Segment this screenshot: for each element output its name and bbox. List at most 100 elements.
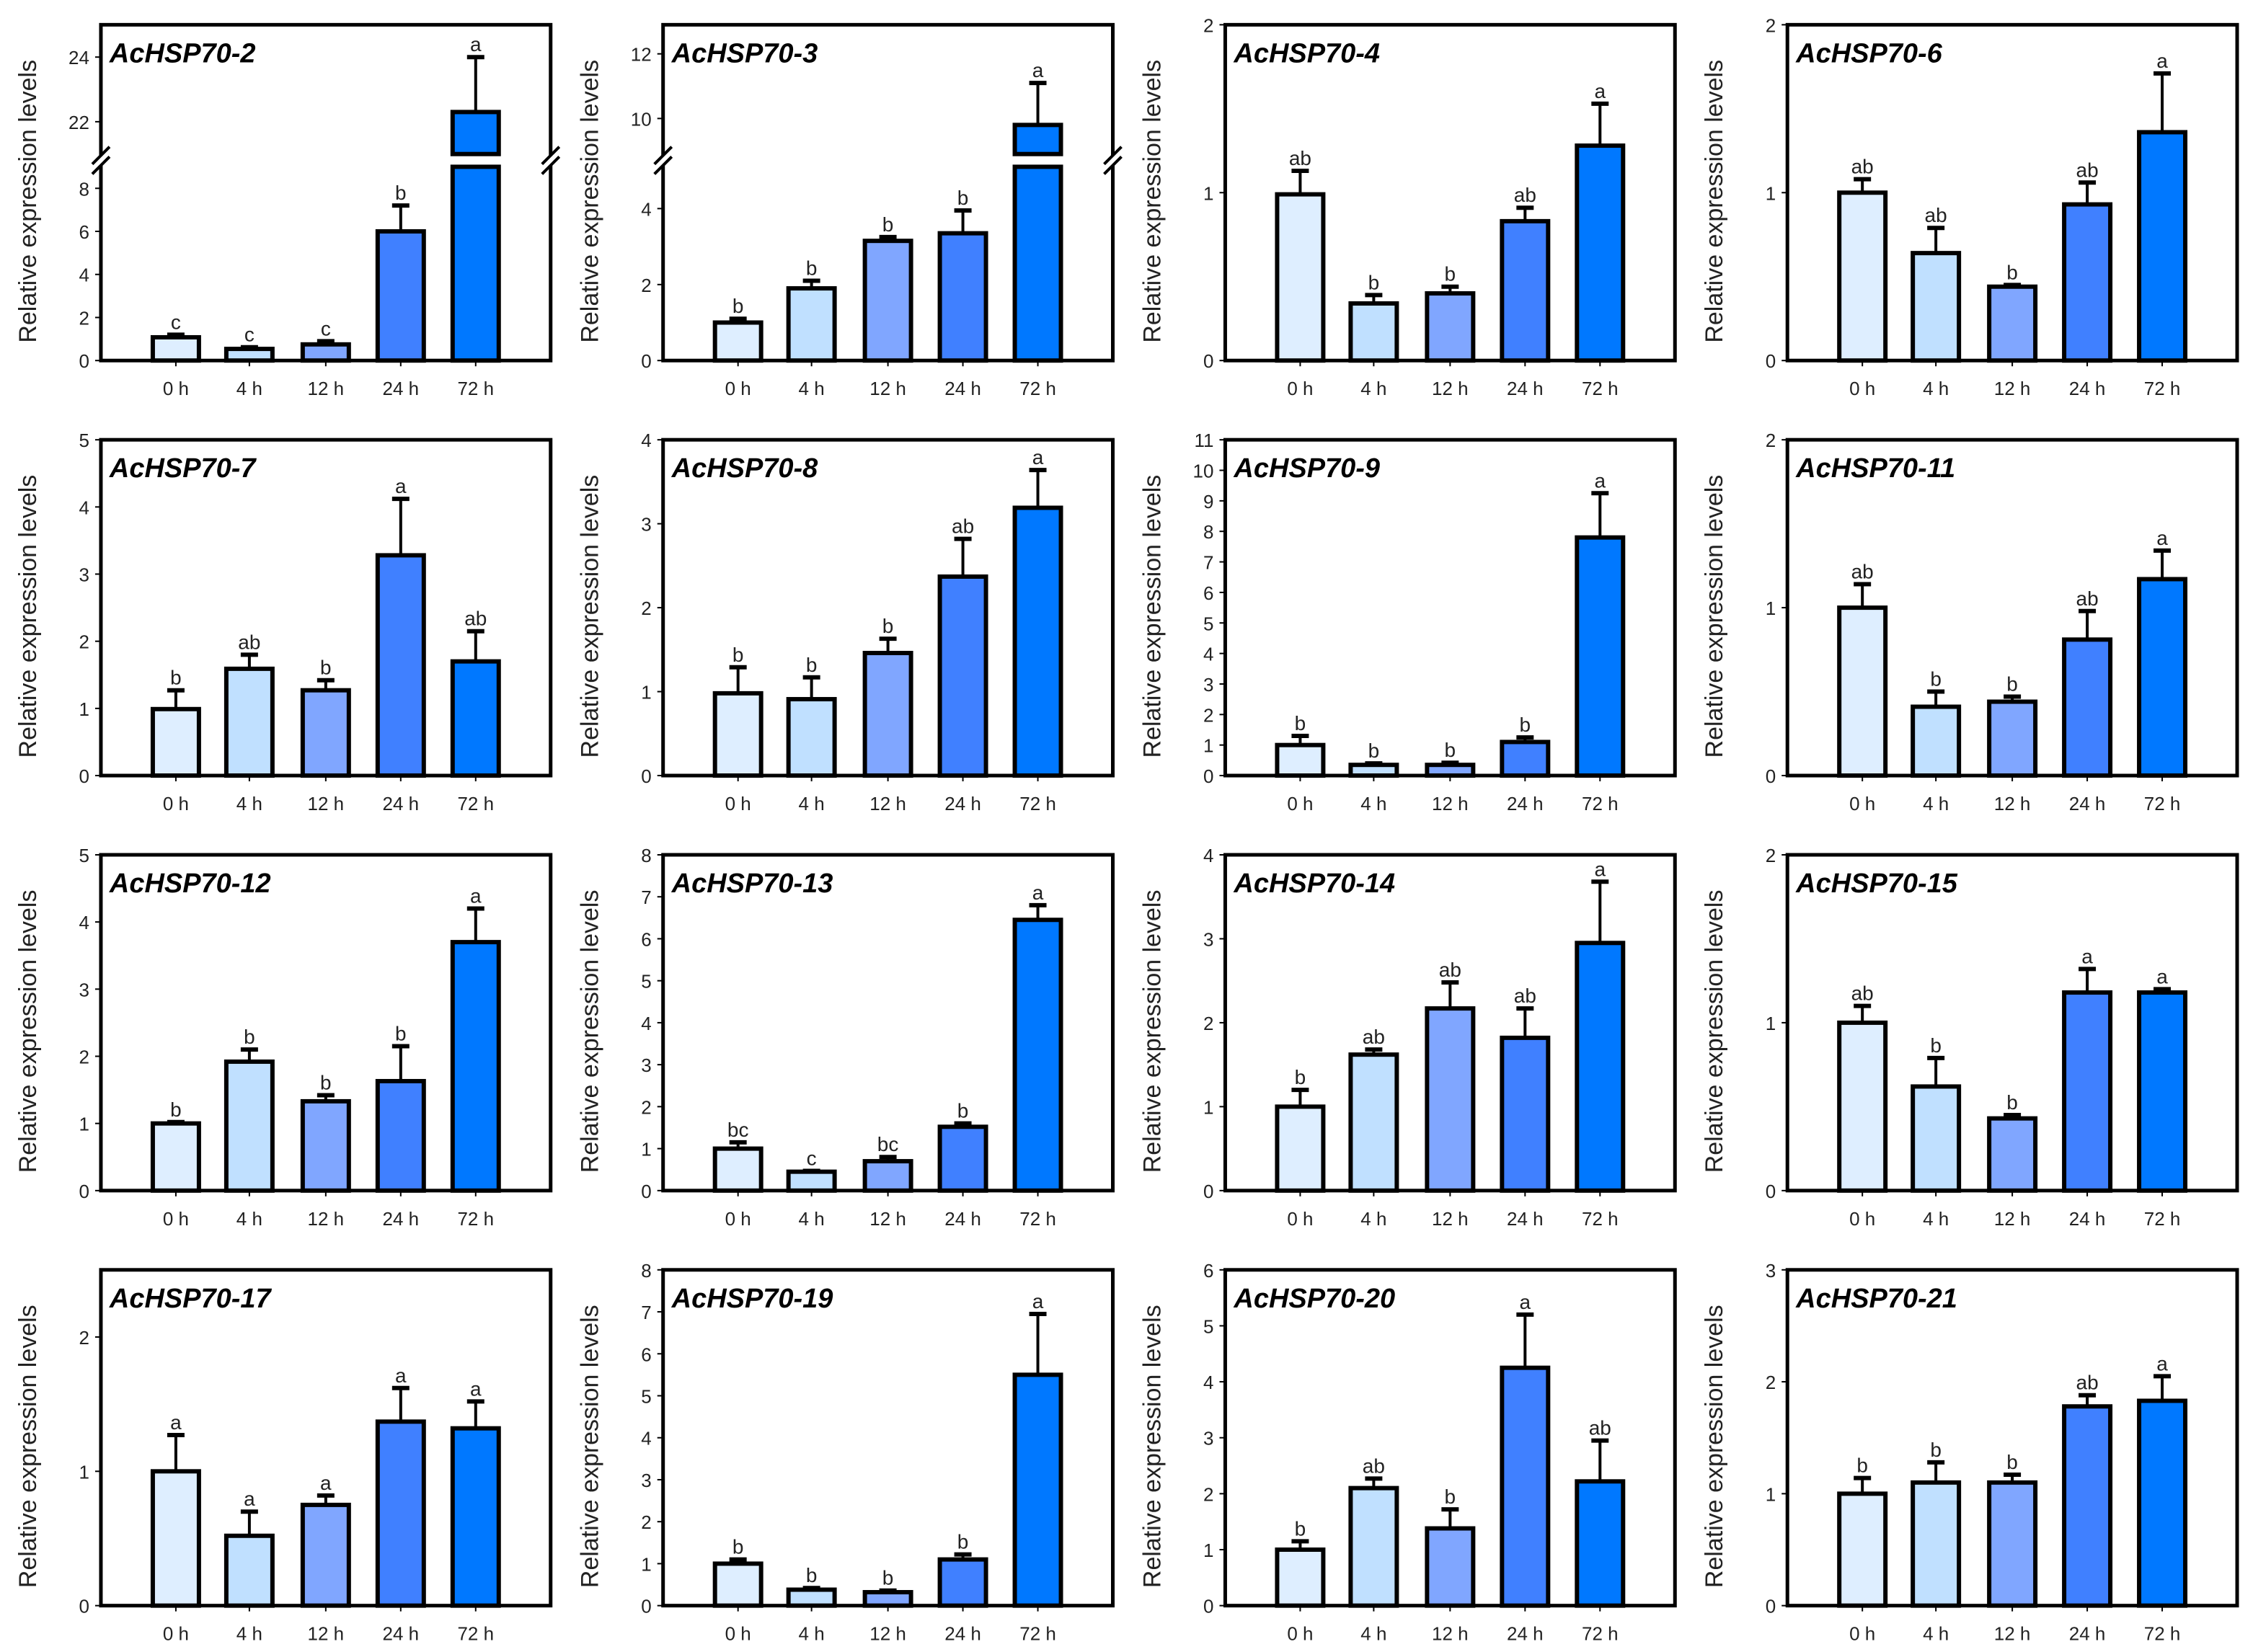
significance-letter: a bbox=[395, 475, 407, 497]
bar bbox=[2137, 577, 2188, 778]
significance-letter: ab bbox=[1925, 204, 1947, 226]
y-tick-label: 9 bbox=[1203, 491, 1213, 512]
x-tick-label: 4 h bbox=[799, 1208, 825, 1230]
panel-title: AcHSP70-6 bbox=[1795, 38, 1942, 68]
x-tick-label: 72 h bbox=[1582, 793, 1619, 814]
x-tick-label: 12 h bbox=[308, 1623, 345, 1645]
bar bbox=[300, 688, 351, 778]
significance-letter: bc bbox=[727, 1119, 749, 1141]
x-tick-label: 72 h bbox=[2144, 793, 2181, 814]
significance-letter: c bbox=[244, 324, 254, 346]
bar bbox=[2062, 1404, 2113, 1608]
bar bbox=[1500, 740, 1551, 778]
x-tick-label: 0 h bbox=[163, 793, 189, 814]
chart-panel: b 0 h ab 4 h ab 12 h ab 24 h a 72 h 0 1 2 3 4 AcHSP70-1… bbox=[1138, 845, 1677, 1230]
bar bbox=[1425, 1006, 1476, 1193]
y-tick-label: 8 bbox=[1203, 521, 1213, 543]
bar bbox=[937, 231, 988, 363]
x-tick-label: 72 h bbox=[457, 1623, 494, 1645]
bar bbox=[712, 1561, 763, 1608]
bar bbox=[2137, 1398, 2188, 1608]
bar bbox=[1987, 284, 2038, 363]
bar bbox=[150, 706, 201, 778]
x-tick-label: 4 h bbox=[1360, 378, 1386, 399]
significance-letter: b bbox=[732, 295, 744, 317]
bar bbox=[300, 1098, 351, 1193]
y-tick-label: 2 bbox=[641, 275, 651, 296]
y-tick-label: 11 bbox=[1194, 430, 1213, 451]
panel-title: AcHSP70-2 bbox=[109, 38, 256, 68]
y-tick-label: 3 bbox=[641, 1054, 651, 1076]
axis-break-mark bbox=[541, 156, 561, 175]
x-tick-label: 4 h bbox=[1923, 1623, 1949, 1645]
x-tick-label: 12 h bbox=[1432, 1623, 1469, 1645]
x-tick-label: 72 h bbox=[457, 378, 494, 399]
x-tick-label: 12 h bbox=[869, 1623, 906, 1645]
y-tick-label: 4 bbox=[1203, 1372, 1213, 1393]
y-tick-label: 0 bbox=[1203, 350, 1213, 372]
y-tick-label: 0 bbox=[1766, 350, 1776, 372]
y-tick-label: 3 bbox=[1203, 928, 1213, 950]
x-tick-label: 72 h bbox=[457, 793, 494, 814]
x-tick-label: 4 h bbox=[1360, 793, 1386, 814]
bar bbox=[375, 1078, 426, 1193]
y-tick-label: 1 bbox=[1203, 1096, 1213, 1118]
bar bbox=[1275, 1104, 1326, 1193]
y-axis-label: Relative expression levels bbox=[14, 60, 42, 343]
chart-panel: b 0 h b 4 h b 12 h b 24 h a 72 h 0 1 2 3 4 5 6 7 8 AcHSP70-… bbox=[577, 1260, 1115, 1645]
x-tick-label: 4 h bbox=[799, 1623, 825, 1645]
bar bbox=[1500, 218, 1551, 363]
significance-letter: b bbox=[2006, 261, 2018, 283]
significance-letter: a bbox=[244, 1488, 255, 1510]
bar bbox=[1987, 1116, 2038, 1193]
y-tick-label: 0 bbox=[79, 765, 89, 787]
bar bbox=[1575, 1479, 1626, 1608]
x-tick-label: 12 h bbox=[869, 378, 906, 399]
significance-letter: a bbox=[170, 1411, 182, 1434]
y-tick-label: 0 bbox=[79, 1596, 89, 1617]
x-tick-label: 24 h bbox=[944, 793, 981, 814]
significance-letter: b bbox=[957, 1100, 969, 1122]
significance-letter: a bbox=[1595, 469, 1606, 492]
y-tick-label: 4 bbox=[1203, 845, 1213, 866]
chart-panel: b 0 h b 4 h b 12 h b 24 h a 72 h 0 1 2 3 4 5 6 7 8 9 10 11 AcH… bbox=[1138, 430, 1677, 814]
axis-break-mark bbox=[91, 146, 111, 166]
x-tick-label: 24 h bbox=[1507, 1623, 1544, 1645]
significance-letter: a bbox=[1595, 80, 1606, 102]
significance-letter: b bbox=[244, 1026, 255, 1048]
significance-letter: b bbox=[395, 1023, 407, 1045]
bar bbox=[1500, 1365, 1551, 1608]
plot-frame bbox=[99, 22, 553, 363]
x-tick-label: 0 h bbox=[725, 1208, 751, 1230]
y-tick-label: 0 bbox=[641, 1181, 651, 1202]
y-tick-label: 6 bbox=[79, 221, 89, 243]
significance-letter: a bbox=[2156, 1352, 2168, 1375]
y-tick-label: 4 bbox=[641, 1428, 651, 1449]
y-tick-label: 5 bbox=[641, 1385, 651, 1407]
significance-letter: a bbox=[395, 1364, 407, 1387]
x-tick-label: 72 h bbox=[1019, 1208, 1056, 1230]
y-tick-label: 24 bbox=[68, 47, 89, 68]
y-tick-label: 3 bbox=[1203, 674, 1213, 696]
bar bbox=[2137, 990, 2188, 1193]
bar-upper bbox=[1012, 123, 1063, 156]
x-tick-label: 4 h bbox=[799, 378, 825, 399]
bar bbox=[1500, 1035, 1551, 1193]
y-tick-label: 2 bbox=[1766, 845, 1776, 866]
bar bbox=[223, 1533, 275, 1608]
y-tick-label: 0 bbox=[1203, 765, 1213, 787]
bar bbox=[1275, 742, 1326, 778]
y-tick-label: 0 bbox=[641, 1596, 651, 1617]
significance-letter: ab bbox=[2076, 1372, 2099, 1394]
x-tick-label: 0 h bbox=[725, 1623, 751, 1645]
y-tick-label: 1 bbox=[1203, 1540, 1213, 1561]
x-tick-label: 24 h bbox=[944, 378, 981, 399]
bar bbox=[1348, 1052, 1399, 1193]
chart-panel: b 0 h ab 4 h b 12 h a 24 h ab 72 h 0 1 2 3 4 5 AcHSP70-7… bbox=[14, 430, 553, 814]
y-tick-label: 0 bbox=[1203, 1181, 1213, 1202]
axis-break-mark bbox=[1103, 156, 1123, 175]
bar bbox=[712, 1146, 763, 1193]
significance-letter: c bbox=[807, 1147, 817, 1169]
y-tick-label: 4 bbox=[641, 1013, 651, 1034]
